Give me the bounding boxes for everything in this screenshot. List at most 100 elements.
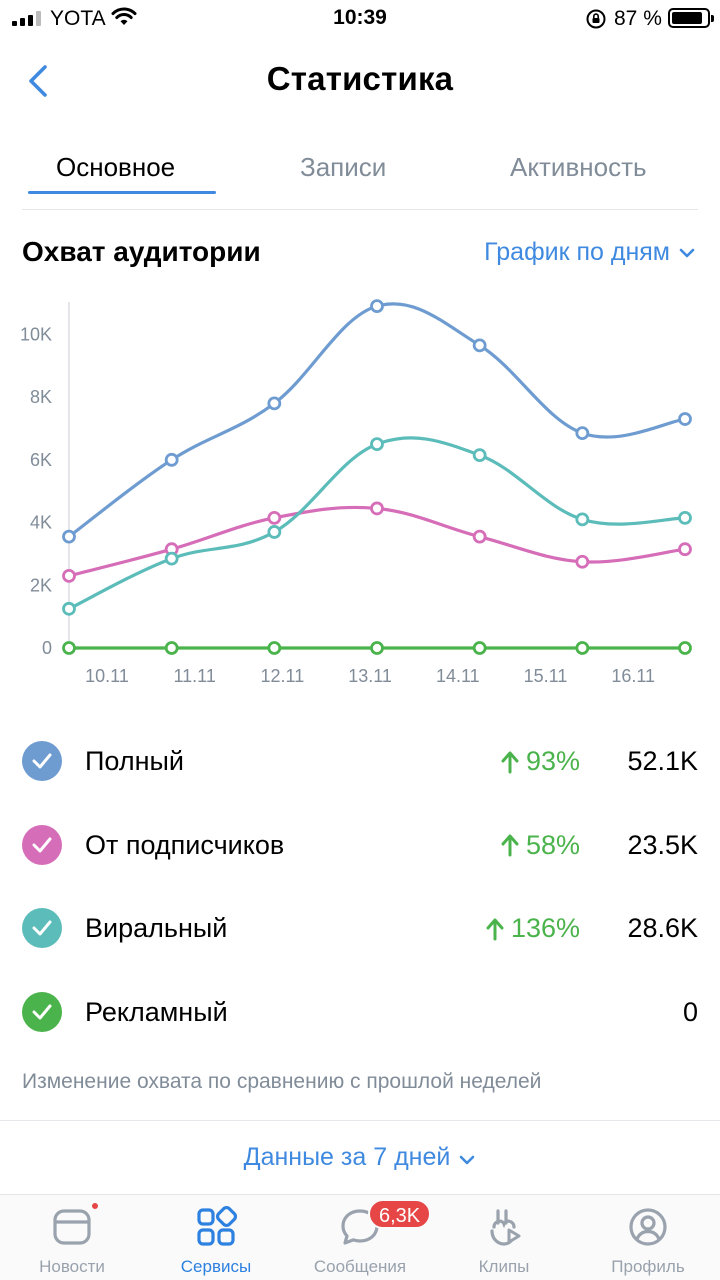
period-select-label: График по дням bbox=[484, 238, 670, 266]
data-point bbox=[267, 641, 282, 655]
legend-value: 52.1K bbox=[627, 746, 698, 776]
tab-activity[interactable]: Активность bbox=[510, 152, 647, 182]
y-tick-label: 8K bbox=[30, 387, 52, 407]
data-point bbox=[267, 525, 282, 539]
profile-icon bbox=[629, 1208, 667, 1246]
checkbox-checked-icon[interactable] bbox=[22, 741, 62, 781]
x-tick-label: 15.11 bbox=[524, 666, 568, 686]
x-tick-label: 14.11 bbox=[436, 666, 480, 686]
data-point bbox=[164, 452, 179, 467]
data-point bbox=[267, 396, 282, 411]
data-point bbox=[62, 529, 76, 544]
data-point bbox=[370, 641, 384, 655]
arrow-up-icon bbox=[501, 751, 519, 773]
legend-change-value: 58% bbox=[525, 829, 580, 860]
legend-row-full[interactable]: Полный 93% 52.1K bbox=[0, 720, 720, 804]
battery-icon bbox=[668, 8, 714, 28]
tab-main[interactable]: Основное bbox=[56, 152, 176, 182]
tabbar-news[interactable]: Новости bbox=[0, 1195, 144, 1280]
tabbar-clips[interactable]: Клипы bbox=[432, 1195, 576, 1280]
tabbar-label: Новости bbox=[39, 1257, 105, 1276]
x-tick-label: 16.11 bbox=[611, 666, 655, 686]
legend-name: Рекламный bbox=[85, 996, 228, 1027]
wifi-icon bbox=[111, 6, 137, 31]
signal-icon bbox=[12, 10, 41, 26]
checkbox-checked-icon[interactable] bbox=[22, 991, 62, 1032]
tab-posts[interactable]: Записи bbox=[300, 152, 387, 182]
battery-percent: 87 % bbox=[614, 7, 662, 30]
data-point bbox=[164, 551, 179, 566]
reach-chart: 0 2K 4K 6K 8K 10K 10.11 11.11 12.11 13.11 14.11 15.… bbox=[0, 290, 720, 700]
notification-dot bbox=[90, 1201, 100, 1211]
data-point bbox=[472, 529, 487, 544]
y-tick-label: 6K bbox=[30, 450, 52, 470]
y-tick-label: 2K bbox=[30, 575, 52, 595]
data-point bbox=[62, 641, 76, 655]
days-select-label: Данные за 7 дней bbox=[243, 1143, 451, 1171]
status-bar: YOTA 10:39 87 % bbox=[0, 0, 720, 38]
legend-value: 23.5K bbox=[627, 829, 698, 860]
tabbar-services[interactable]: Сервисы bbox=[144, 1195, 288, 1280]
legend-change: 93% bbox=[500, 746, 580, 777]
checkbox-checked-icon[interactable] bbox=[22, 824, 62, 865]
section-title: Охват аудитории bbox=[22, 236, 261, 267]
chevron-down-icon bbox=[679, 248, 695, 257]
data-point bbox=[575, 512, 590, 527]
legend-change-value: 93% bbox=[525, 746, 580, 776]
battery-level-fill bbox=[672, 12, 702, 24]
tabbar-label: Клипы bbox=[478, 1257, 530, 1276]
tabbar-label: Профиль bbox=[611, 1257, 685, 1276]
data-point bbox=[472, 338, 487, 353]
page-title: Статистика bbox=[266, 60, 454, 97]
divider bbox=[0, 1120, 720, 1121]
bottom-tab-bar: Новости Сервисы 6,3K Сообщения Клипы Пр bbox=[0, 1194, 720, 1280]
news-icon bbox=[53, 1209, 91, 1245]
data-point bbox=[370, 299, 384, 314]
series-line bbox=[67, 436, 687, 611]
legend-list: Полный 93% 52.1K От подписчиков 58% 23.5… bbox=[0, 720, 720, 1054]
tabbar-label: Сообщения bbox=[313, 1257, 407, 1276]
active-tab-indicator bbox=[28, 191, 216, 194]
data-point bbox=[575, 426, 590, 441]
legend-value: 28.6K bbox=[627, 913, 698, 943]
arrow-up-icon bbox=[501, 834, 519, 857]
legend-row-ads[interactable]: Рекламный 0 bbox=[0, 971, 720, 1055]
y-tick-label: 0 bbox=[42, 638, 52, 658]
data-point bbox=[370, 437, 384, 452]
data-point bbox=[678, 412, 692, 426]
legend-change: 136% bbox=[485, 913, 580, 944]
data-point bbox=[472, 448, 487, 463]
tabbar-profile[interactable]: Профиль bbox=[576, 1195, 720, 1280]
data-point bbox=[575, 641, 590, 655]
legend-change-value: 136% bbox=[510, 913, 580, 943]
legend-value: 0 bbox=[682, 996, 698, 1027]
unread-badge: 6,3K bbox=[368, 1199, 432, 1229]
y-tick-label: 10K bbox=[20, 324, 52, 344]
tab-bar-top: Основное Записи Активность bbox=[22, 140, 698, 210]
days-select[interactable]: Данные за 7 дней bbox=[0, 1143, 720, 1173]
data-point bbox=[164, 641, 179, 655]
data-point bbox=[678, 542, 692, 557]
legend-row-subscribers[interactable]: От подписчиков 58% 23.5K bbox=[0, 804, 720, 888]
data-point bbox=[575, 554, 590, 569]
clock: 10:39 bbox=[333, 6, 387, 29]
data-point bbox=[267, 510, 282, 525]
x-tick-label: 13.11 bbox=[348, 666, 392, 686]
carrier-name: YOTA bbox=[50, 7, 106, 30]
data-point bbox=[678, 641, 692, 655]
legend-name: Полный bbox=[85, 746, 184, 776]
data-point bbox=[62, 568, 76, 583]
legend-row-viral[interactable]: Виральный 136% 28.6K bbox=[0, 887, 720, 971]
chevron-left-icon bbox=[29, 65, 47, 97]
orientation-lock-icon bbox=[585, 8, 607, 35]
tabbar-messages[interactable]: 6,3K Сообщения bbox=[288, 1195, 432, 1280]
services-icon bbox=[197, 1205, 238, 1246]
x-tick-label: 10.11 bbox=[85, 666, 129, 686]
back-button[interactable] bbox=[20, 58, 60, 102]
checkbox-checked-icon[interactable] bbox=[22, 908, 62, 948]
x-tick-label: 11.11 bbox=[174, 666, 216, 686]
data-point bbox=[472, 641, 487, 655]
data-point bbox=[62, 601, 76, 616]
period-select[interactable]: График по дням bbox=[484, 238, 696, 267]
arrow-up-icon bbox=[486, 918, 504, 940]
